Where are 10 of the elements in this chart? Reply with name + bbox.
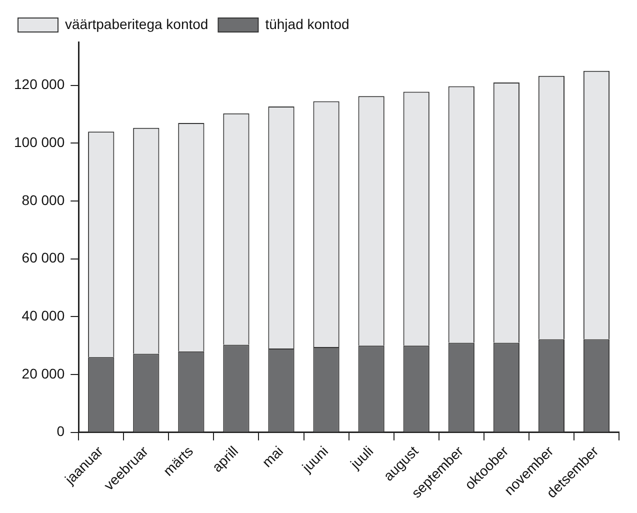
y-tick-label: 0 (56, 423, 65, 440)
y-tick-label: 100 000 (14, 134, 65, 150)
y-tick-label: 120 000 (14, 76, 65, 92)
y-tick-label: 20 000 (22, 365, 65, 382)
y-tick-label: 40 000 (22, 308, 65, 324)
x-tick-label: mai (258, 442, 286, 470)
y-tick-label: 80 000 (22, 192, 65, 208)
y-tick-label: 60 000 (22, 250, 65, 266)
legend-label: tühjad kontod (265, 16, 350, 32)
legend-label: väärtpaberitega kontod (65, 16, 208, 32)
